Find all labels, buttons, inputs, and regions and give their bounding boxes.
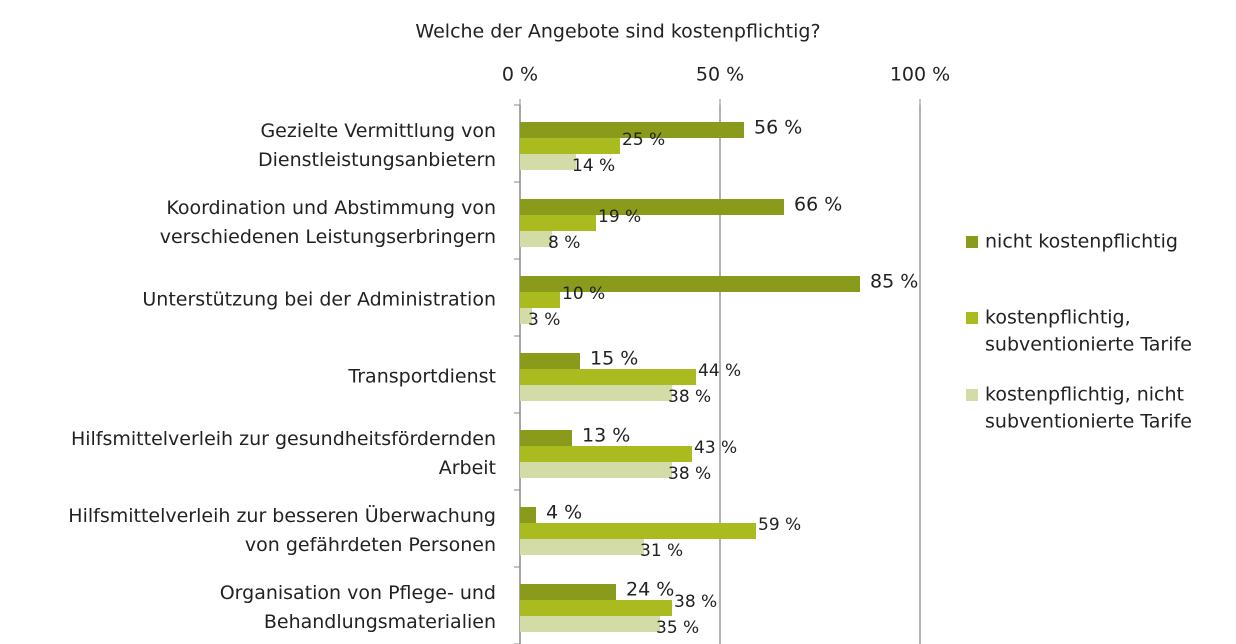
bar: [520, 122, 744, 138]
value-label: 59 %: [758, 515, 801, 535]
y-tick-label: Transportdienst: [347, 366, 496, 388]
value-label: 19 %: [598, 207, 641, 227]
x-tick-label: 0 %: [502, 64, 538, 86]
bar: [520, 507, 536, 523]
value-label: 3 %: [528, 310, 560, 330]
y-tick-label: Gezielte Vermittlung von: [260, 120, 496, 142]
legend-label: subventionierte Tarife: [985, 334, 1192, 356]
bar: [520, 385, 672, 401]
bar: [520, 446, 692, 462]
y-tick-label: Dienstleistungsanbietern: [258, 149, 496, 171]
bar: [520, 369, 696, 385]
y-tick-label: Behandlungsmaterialien: [264, 611, 496, 633]
value-label: 14 %: [572, 156, 615, 176]
legend-label: nicht kostenpflichtig: [985, 231, 1178, 253]
value-label: 4 %: [546, 502, 582, 524]
y-tick-label: Hilfsmittelverleih zur gesundheitsförder…: [71, 428, 496, 450]
bar: [520, 138, 620, 154]
legend-label: kostenpflichtig, nicht: [985, 384, 1184, 406]
value-label: 38 %: [668, 464, 711, 484]
bar: [520, 231, 552, 247]
y-tick-label: Koordination und Abstimmung von: [166, 197, 496, 219]
value-label: 35 %: [656, 618, 699, 638]
bar: [520, 600, 672, 616]
y-tick-label: Unterstützung bei der Administration: [142, 289, 496, 311]
value-label: 43 %: [694, 438, 737, 458]
chart-title: Welche der Angebote sind kostenpflichtig…: [415, 21, 820, 43]
value-label: 85 %: [870, 271, 918, 293]
value-label: 56 %: [754, 117, 802, 139]
y-tick-label: Hilfsmittelverleih zur besseren Überwach…: [68, 504, 496, 527]
value-label: 15 %: [590, 348, 638, 370]
legend-label: subventionierte Tarife: [985, 411, 1192, 433]
y-tick-label: von gefährdeten Personen: [245, 534, 496, 556]
bar: [520, 215, 596, 231]
x-tick-label: 50 %: [696, 64, 744, 86]
legend-label: kostenpflichtig,: [985, 307, 1131, 329]
value-label: 38 %: [674, 592, 717, 612]
bar: [520, 430, 572, 446]
bar: [520, 308, 532, 324]
bar: [520, 353, 580, 369]
y-tick-label: Arbeit: [439, 457, 496, 479]
bar: [520, 539, 644, 555]
value-label: 13 %: [582, 425, 630, 447]
bar: [520, 523, 756, 539]
value-label: 10 %: [562, 284, 605, 304]
value-label: 8 %: [548, 233, 580, 253]
bar: [520, 154, 576, 170]
value-label: 24 %: [626, 579, 674, 601]
legend-swatch: [966, 312, 978, 324]
value-label: 31 %: [640, 541, 683, 561]
x-tick-label: 100 %: [890, 64, 950, 86]
bar: [520, 199, 784, 215]
legend-swatch: [966, 236, 978, 248]
y-tick-label: Organisation von Pflege- und: [220, 582, 496, 604]
legend-swatch: [966, 389, 978, 401]
value-label: 66 %: [794, 194, 842, 216]
value-label: 25 %: [622, 130, 665, 150]
bar: [520, 584, 616, 600]
bar: [520, 276, 860, 292]
value-label: 38 %: [668, 387, 711, 407]
bar: [520, 616, 660, 632]
y-tick-label: verschiedenen Leistungserbringern: [160, 226, 496, 248]
bar: [520, 462, 672, 478]
value-label: 44 %: [698, 361, 741, 381]
bar: [520, 292, 560, 308]
